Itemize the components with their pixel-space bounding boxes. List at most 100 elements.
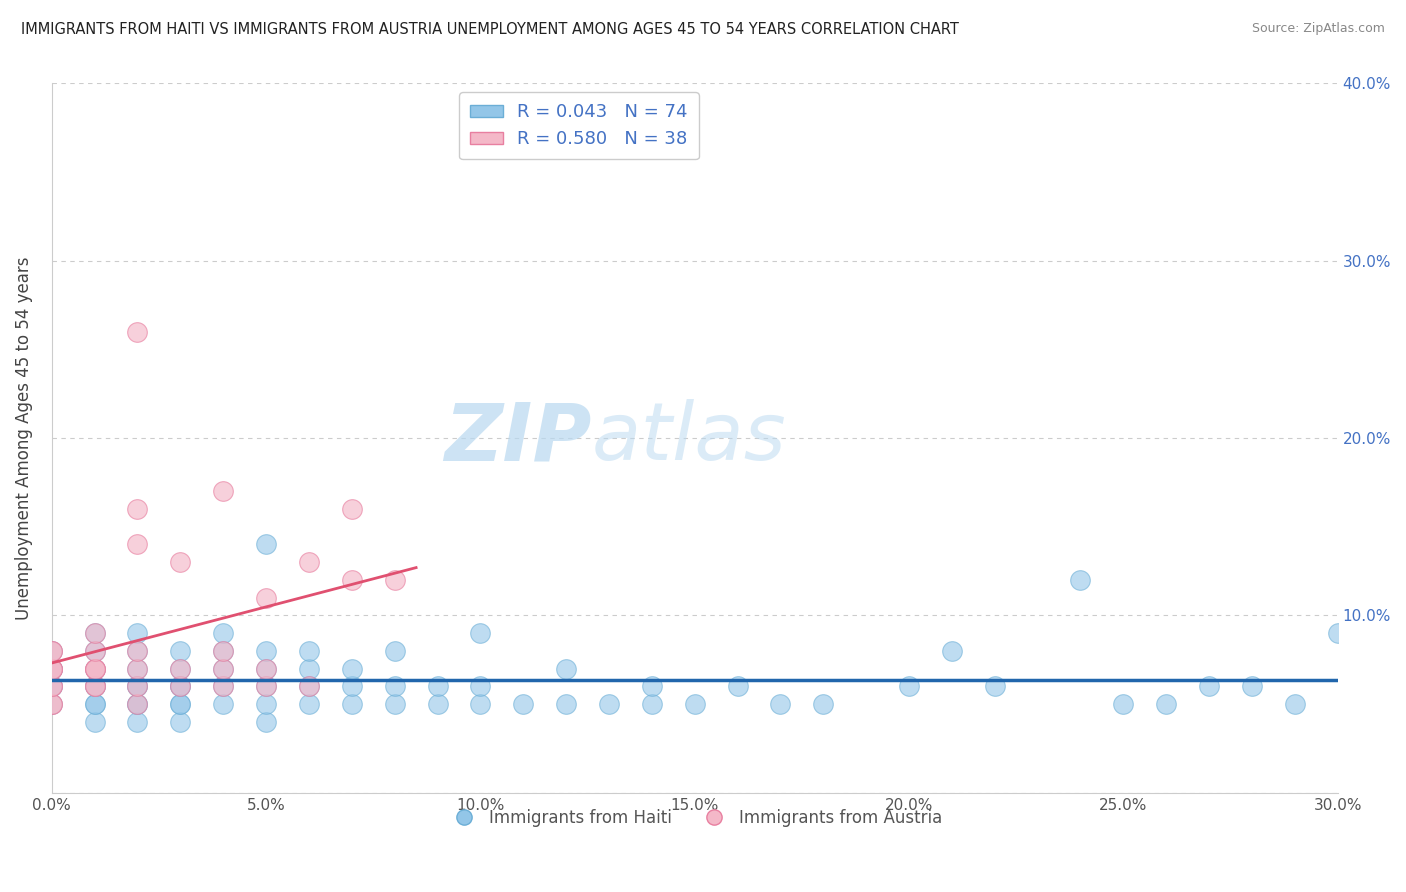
Point <box>254 679 277 693</box>
Point <box>298 661 321 675</box>
Point <box>83 626 105 640</box>
Point <box>83 661 105 675</box>
Point <box>127 644 149 658</box>
Point <box>83 679 105 693</box>
Point <box>298 697 321 711</box>
Point <box>983 679 1005 693</box>
Text: IMMIGRANTS FROM HAITI VS IMMIGRANTS FROM AUSTRIA UNEMPLOYMENT AMONG AGES 45 TO 5: IMMIGRANTS FROM HAITI VS IMMIGRANTS FROM… <box>21 22 959 37</box>
Point <box>298 644 321 658</box>
Point <box>212 679 235 693</box>
Point <box>340 679 363 693</box>
Y-axis label: Unemployment Among Ages 45 to 54 years: Unemployment Among Ages 45 to 54 years <box>15 256 32 620</box>
Point <box>254 591 277 605</box>
Point <box>555 661 578 675</box>
Point <box>41 679 63 693</box>
Point <box>512 697 534 711</box>
Point <box>169 661 191 675</box>
Point <box>127 626 149 640</box>
Point <box>41 644 63 658</box>
Point <box>470 626 492 640</box>
Point <box>41 661 63 675</box>
Point <box>254 537 277 551</box>
Point <box>127 661 149 675</box>
Point <box>127 714 149 729</box>
Point <box>127 661 149 675</box>
Text: atlas: atlas <box>592 399 786 477</box>
Point <box>169 661 191 675</box>
Point <box>41 661 63 675</box>
Point <box>727 679 749 693</box>
Point <box>83 697 105 711</box>
Point <box>1240 679 1263 693</box>
Point <box>127 679 149 693</box>
Point <box>340 573 363 587</box>
Point <box>169 697 191 711</box>
Point <box>212 661 235 675</box>
Point <box>83 679 105 693</box>
Point <box>83 714 105 729</box>
Point <box>1326 626 1348 640</box>
Text: ZIP: ZIP <box>444 399 592 477</box>
Point <box>127 502 149 516</box>
Point <box>212 484 235 499</box>
Point <box>1069 573 1091 587</box>
Point <box>41 697 63 711</box>
Point <box>555 697 578 711</box>
Point <box>340 697 363 711</box>
Point <box>340 502 363 516</box>
Point <box>254 714 277 729</box>
Point <box>212 644 235 658</box>
Point <box>41 644 63 658</box>
Point <box>254 661 277 675</box>
Point <box>41 679 63 693</box>
Point <box>212 644 235 658</box>
Point <box>169 644 191 658</box>
Point <box>384 697 406 711</box>
Point <box>254 697 277 711</box>
Point <box>127 697 149 711</box>
Point <box>41 697 63 711</box>
Point <box>127 325 149 339</box>
Point <box>254 679 277 693</box>
Point <box>598 697 620 711</box>
Point <box>41 661 63 675</box>
Point <box>298 679 321 693</box>
Point <box>127 644 149 658</box>
Point <box>83 626 105 640</box>
Point <box>127 537 149 551</box>
Point <box>769 697 792 711</box>
Point <box>41 661 63 675</box>
Point <box>298 555 321 569</box>
Point <box>83 697 105 711</box>
Point <box>83 644 105 658</box>
Point <box>83 661 105 675</box>
Point <box>298 679 321 693</box>
Point <box>169 714 191 729</box>
Point <box>1284 697 1306 711</box>
Point <box>340 661 363 675</box>
Point <box>898 679 921 693</box>
Point <box>212 697 235 711</box>
Point <box>127 697 149 711</box>
Point <box>41 644 63 658</box>
Point <box>1154 697 1177 711</box>
Point <box>212 679 235 693</box>
Point <box>384 679 406 693</box>
Point <box>83 679 105 693</box>
Point <box>254 644 277 658</box>
Point <box>683 697 706 711</box>
Point <box>127 697 149 711</box>
Point <box>813 697 835 711</box>
Point <box>1112 697 1135 711</box>
Text: Source: ZipAtlas.com: Source: ZipAtlas.com <box>1251 22 1385 36</box>
Point <box>83 644 105 658</box>
Point <box>83 679 105 693</box>
Point <box>41 679 63 693</box>
Point <box>426 679 449 693</box>
Point <box>169 679 191 693</box>
Point <box>83 661 105 675</box>
Point <box>212 661 235 675</box>
Point <box>169 555 191 569</box>
Point <box>254 661 277 675</box>
Point <box>641 679 664 693</box>
